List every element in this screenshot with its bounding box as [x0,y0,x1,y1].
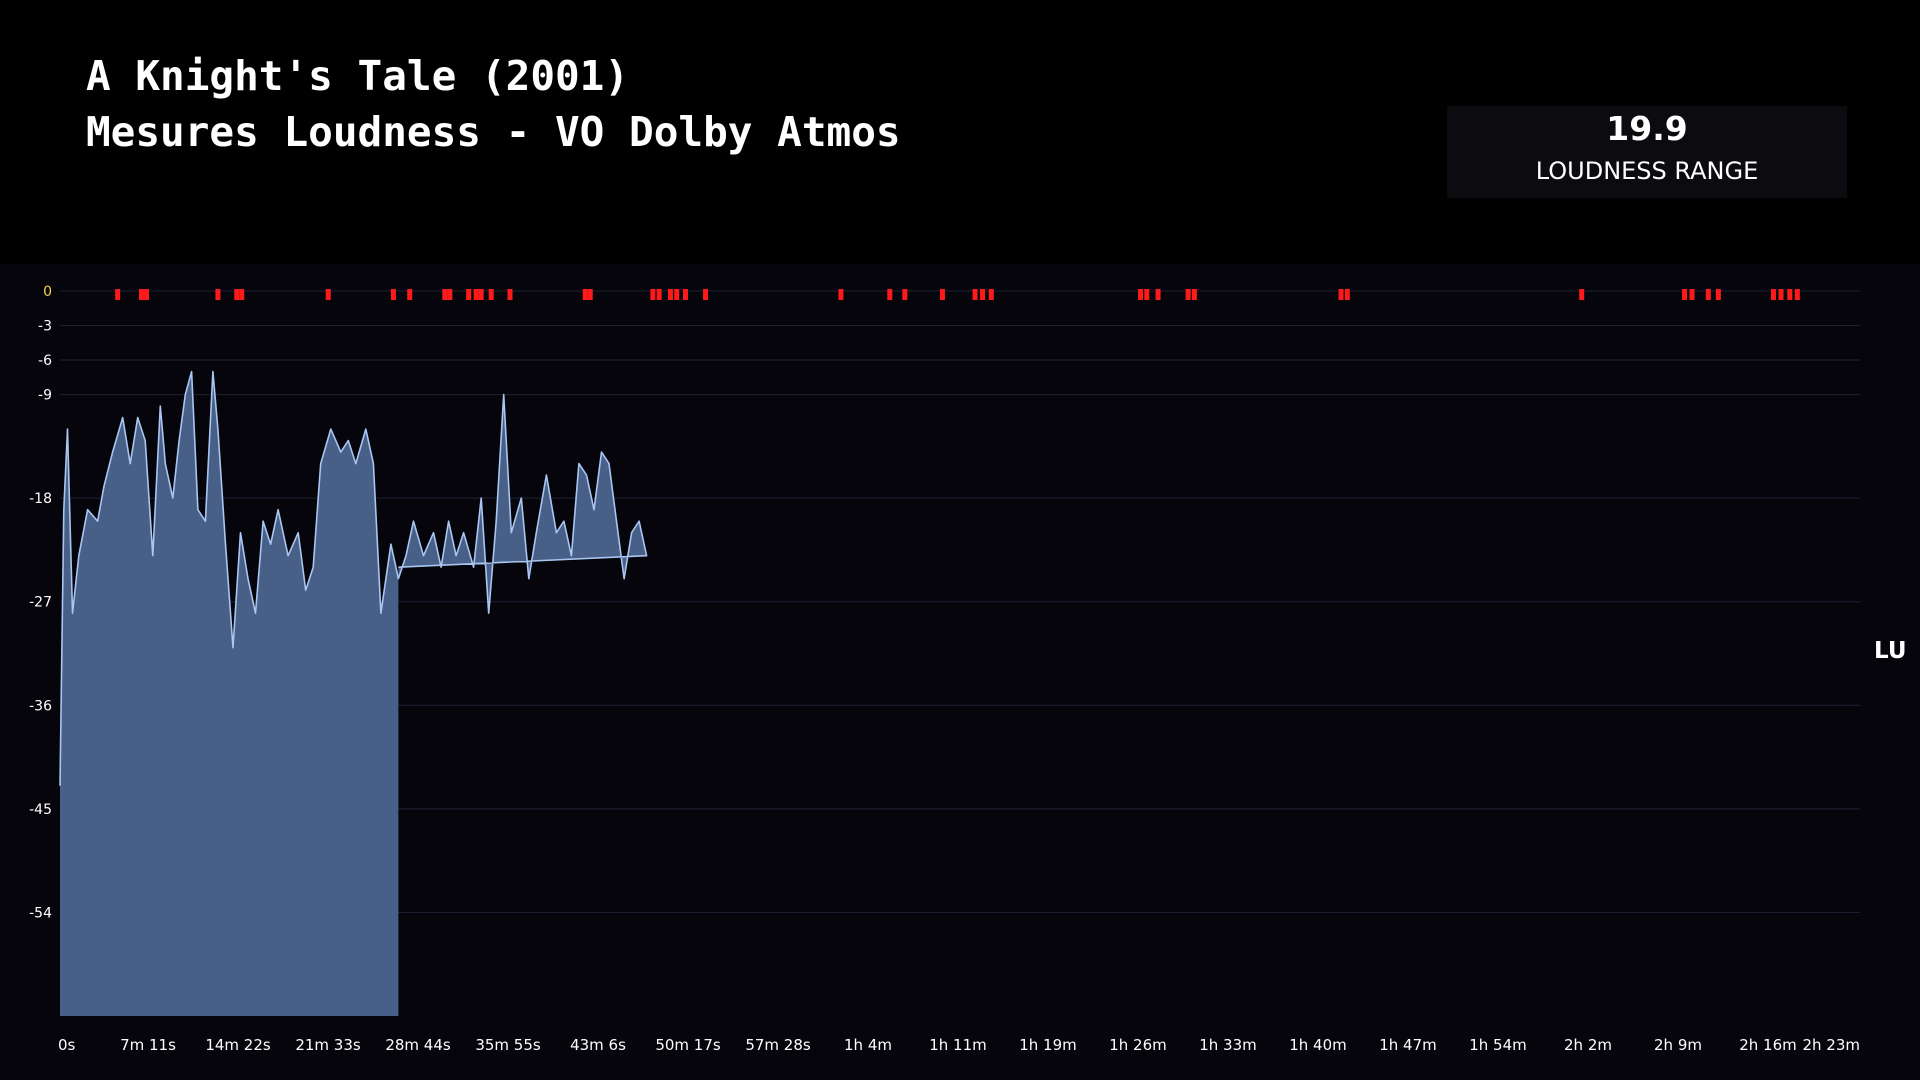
clip-marker [939,289,945,300]
clip-marker [390,289,396,300]
clip-marker [1344,289,1350,300]
clip-marker [1144,289,1150,300]
loudness-range-card: 19.9 LOUDNESS RANGE [1447,106,1847,198]
clip-marker [1794,289,1800,300]
x-tick-label: 2h 16m [1739,1036,1797,1054]
x-tick-label: 2h 2m [1564,1036,1612,1054]
clip-marker [1155,289,1161,300]
clip-marker [1705,289,1711,300]
clip-marker [838,289,844,300]
y-tick-label: -18 [29,491,52,507]
clip-marker [442,289,448,300]
clip-marker [239,289,245,300]
x-tick-label: 50m 17s [655,1036,721,1054]
clip-marker [1787,289,1793,300]
clip-marker [587,289,593,300]
loudness-line [59,370,648,786]
clip-marker [887,289,893,300]
y-tick-label: 0 [43,284,52,300]
x-tick-label: 1h 47m [1379,1036,1437,1054]
y-tick-label: -6 [38,353,52,369]
y-tick-label: -45 [29,802,52,818]
clip-marker [1778,289,1784,300]
clip-marker [1689,289,1695,300]
clip-marker [902,289,908,300]
x-tick-label: 21m 33s [295,1036,361,1054]
x-tick-label: 1h 11m [929,1036,987,1054]
loudness-range-label: LOUDNESS RANGE [1535,157,1759,185]
x-tick-label: 7m 11s [120,1036,176,1054]
x-tick-label: 1h 33m [1199,1036,1257,1054]
clip-marker [1138,289,1144,300]
clip-marker [980,289,986,300]
clip-marker [138,289,144,300]
y-tick-label: -9 [38,388,52,404]
x-tick-label: 1h 19m [1019,1036,1077,1054]
clip-marker [1191,289,1197,300]
y-tick-label: -54 [29,905,52,921]
clip-marker [703,289,709,300]
chart-title: A Knight's Tale (2001) Mesures Loudness … [86,48,901,160]
clip-marker [988,289,994,300]
clip-marker [1579,289,1585,300]
clip-marker [667,289,673,300]
x-tick-label: 28m 44s [385,1036,451,1054]
clip-marker [215,289,221,300]
clip-marker [650,289,656,300]
y-tick-label: -27 [29,595,52,611]
loudness-chart: 0 -3 -6 -9 -18 -27 -36 -45 -54 0s 7m 11s 14m 22s 21m… [29,284,1860,1054]
clip-marker [1771,289,1777,300]
x-tick-label: 1h 54m [1469,1036,1527,1054]
chart-title-line-2: Mesures Loudness - VO Dolby Atmos [86,108,901,156]
chart-panel: 0 -3 -6 -9 -18 -27 -36 -45 -54 0s 7m 11s 14m 22s 21m… [0,264,1920,1080]
loudness-area [60,371,647,1017]
clip-marker [478,289,484,300]
x-tick-label: 1h 40m [1289,1036,1347,1054]
y-axis-unit-label: LU [1874,638,1907,664]
x-tick-label: 2h 23m [1802,1036,1860,1054]
clip-marker [325,289,331,300]
clip-marker [447,289,453,300]
y-tick-label: -36 [29,698,52,714]
x-tick-label: 43m 6s [570,1036,626,1054]
x-tick-label: 57m 28s [745,1036,811,1054]
clip-marker [473,289,479,300]
clip-marker [582,289,588,300]
clip-marker [234,289,240,300]
clip-marker [656,289,662,300]
clip-marker [1682,289,1688,300]
clip-marker [1338,289,1344,300]
clip-marker [407,289,413,300]
clip-marker [972,289,978,300]
x-tick-label: 1h 26m [1109,1036,1167,1054]
clip-marker [507,289,513,300]
clip-marker [488,289,494,300]
x-tick-label: 35m 55s [475,1036,541,1054]
loudness-range-value: 19.9 [1606,109,1688,148]
clip-marker [1185,289,1191,300]
y-tick-label: -3 [38,319,52,335]
x-tick-label: 1h 4m [844,1036,892,1054]
clip-marker [682,289,688,300]
x-tick-label: 0s [58,1036,76,1054]
x-tick-label: 14m 22s [205,1036,271,1054]
clip-marker [1715,289,1721,300]
x-tick-label: 2h 9m [1654,1036,1702,1054]
chart-title-line-1: A Knight's Tale (2001) [86,52,630,100]
clip-marker [674,289,680,300]
clip-marker [115,289,121,300]
clip-marker [143,289,149,300]
clip-marker [466,289,472,300]
